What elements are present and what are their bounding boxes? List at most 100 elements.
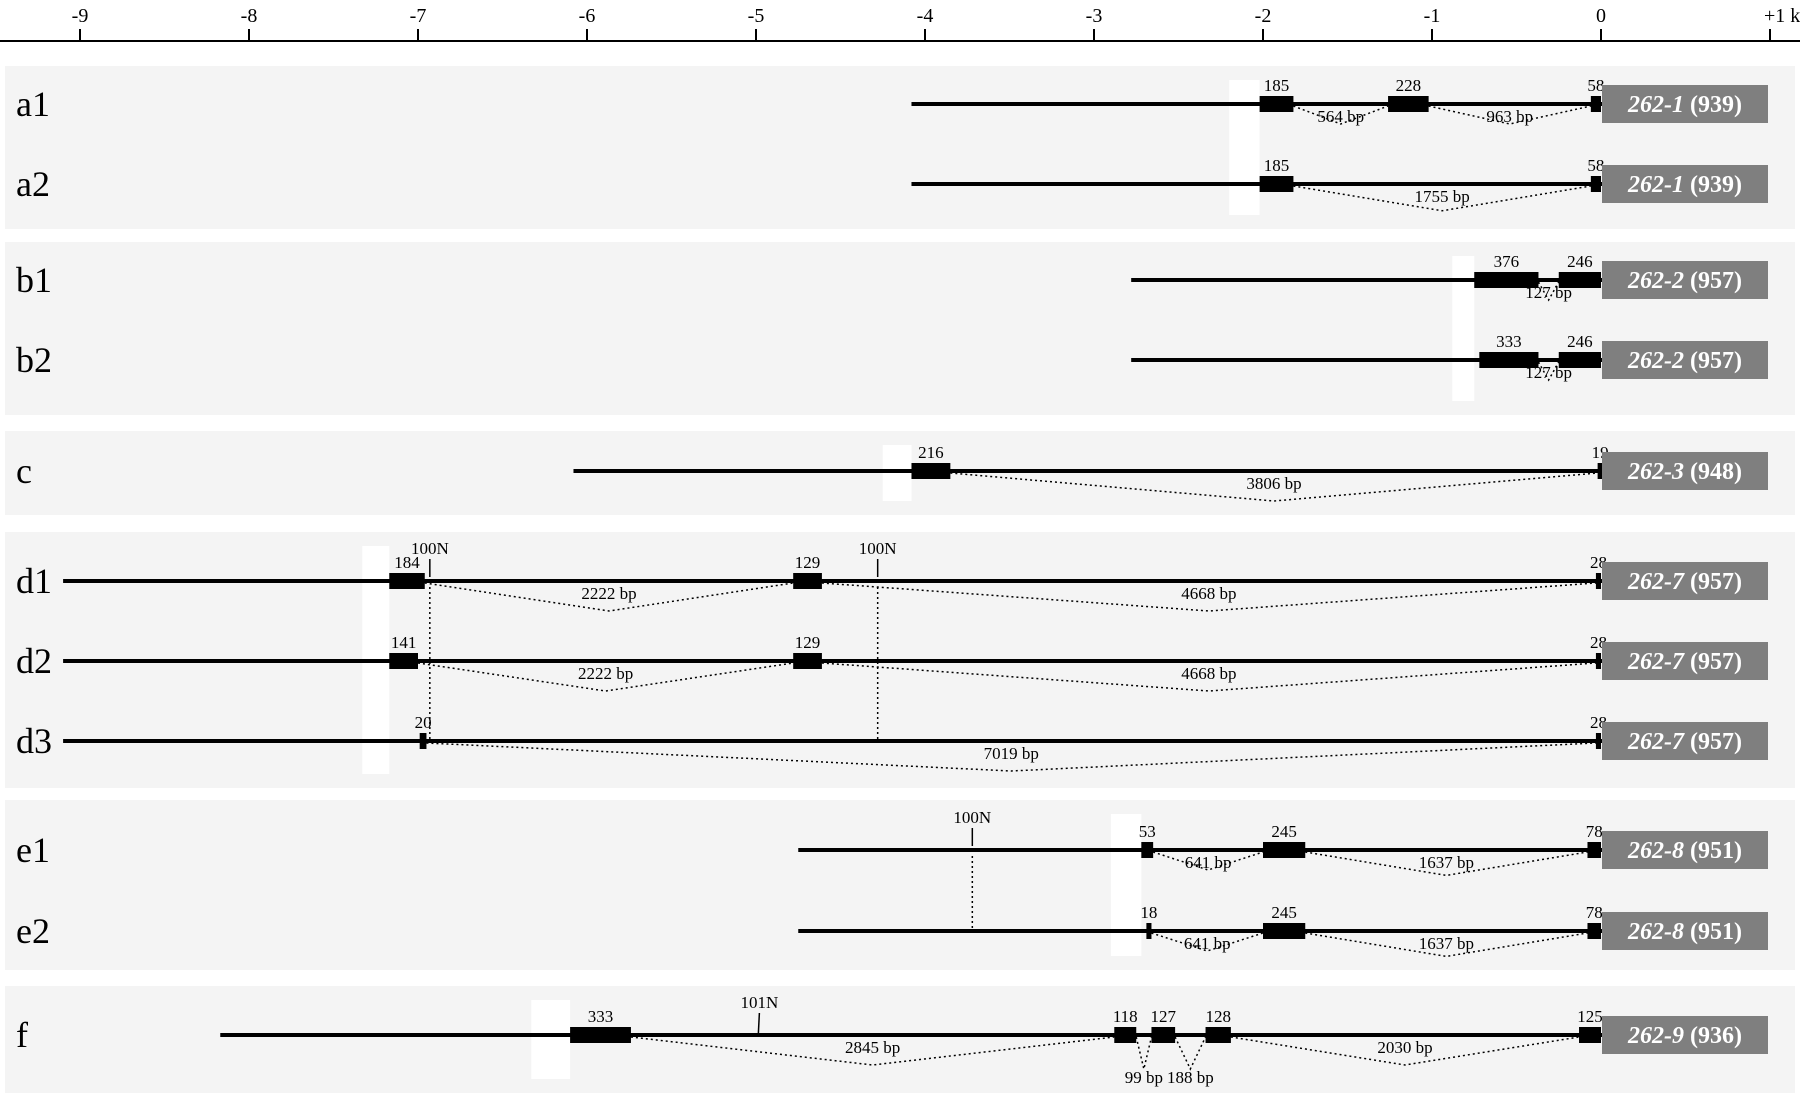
exon-block bbox=[1595, 573, 1601, 589]
exon-length-label: 141 bbox=[391, 633, 417, 652]
intron-length-label: 2222 bp bbox=[578, 664, 633, 683]
exon-length-label: 58 bbox=[1587, 156, 1604, 175]
gene-length: (957) bbox=[1684, 649, 1742, 675]
row-label: f bbox=[16, 1015, 28, 1055]
intron-connector bbox=[417, 662, 794, 692]
gene-name: 262-7 bbox=[1627, 569, 1685, 595]
intron-length-label: 188 bp bbox=[1167, 1068, 1214, 1087]
intron-length-label: 641 bp bbox=[1185, 853, 1232, 872]
row-e1: e1 641 bp 1637 bp 53 245 78 262-8 (951) bbox=[16, 822, 1768, 877]
highlight-band bbox=[1452, 256, 1475, 401]
gene-box bbox=[1602, 562, 1768, 600]
row-label: a2 bbox=[16, 164, 50, 204]
intron-length-label: 4668 bp bbox=[1181, 664, 1236, 683]
panel-background bbox=[5, 986, 1795, 1093]
intron-length-label: 1755 bp bbox=[1415, 187, 1470, 206]
gene-length: (951) bbox=[1684, 919, 1742, 945]
exon-block bbox=[1595, 653, 1601, 669]
intron-connector bbox=[630, 1036, 1115, 1066]
gap-marker-label: 101N bbox=[740, 993, 778, 1012]
intron-connector bbox=[424, 582, 794, 612]
row-label: e2 bbox=[16, 911, 50, 951]
exon-length-label: 78 bbox=[1586, 903, 1603, 922]
exon-block bbox=[1388, 96, 1429, 112]
intron-length-label: 2845 bp bbox=[845, 1038, 900, 1057]
gene-name: 262-8 bbox=[1627, 838, 1684, 864]
gene-label: 262-7 (957) bbox=[1627, 569, 1742, 595]
gene-label: 262-1 (939) bbox=[1627, 92, 1742, 118]
exon-length-label: 127 bbox=[1151, 1007, 1177, 1026]
axis-tick-label: -7 bbox=[410, 5, 427, 27]
panel-background bbox=[5, 800, 1795, 970]
exon-block bbox=[1590, 176, 1601, 192]
gene-name: 262-1 bbox=[1627, 92, 1684, 118]
gap-marker-label: 100N bbox=[411, 539, 449, 558]
exon-block bbox=[1259, 176, 1294, 192]
gene-length: (957) bbox=[1684, 268, 1742, 294]
gene-box bbox=[1602, 722, 1768, 760]
exon-block bbox=[793, 653, 822, 669]
exon-block bbox=[1263, 842, 1306, 858]
row-a2: a2 1755 bp 185 58 262-1 (939) bbox=[16, 156, 1768, 212]
gene-name: 262-3 bbox=[1627, 459, 1684, 485]
panels: a1 564 bp 963 bp 185 228 58 262-1 (939) a2 1755 … bbox=[5, 66, 1795, 1093]
exon-length-label: 246 bbox=[1567, 332, 1593, 351]
gene-box bbox=[1602, 831, 1768, 869]
highlight-band bbox=[1110, 814, 1142, 956]
gene-label: 262-2 (957) bbox=[1627, 268, 1742, 294]
exon-length-label: 129 bbox=[795, 633, 821, 652]
exon-length-label: 228 bbox=[1396, 76, 1422, 95]
row-label: c bbox=[16, 451, 32, 491]
intron-length-label: 1637 bp bbox=[1419, 853, 1474, 872]
exon-length-label: 58 bbox=[1587, 76, 1604, 95]
exon-block bbox=[793, 573, 822, 589]
intron-connector bbox=[1174, 1036, 1207, 1071]
gene-box bbox=[1602, 452, 1768, 490]
intron-connector bbox=[950, 472, 1598, 502]
intron-length-label: 564 bp bbox=[1317, 107, 1364, 126]
gap-marker-label: 100N bbox=[859, 539, 897, 558]
exon-block bbox=[1587, 842, 1601, 858]
exon-length-label: 18 bbox=[1140, 903, 1157, 922]
gene-name: 262-7 bbox=[1627, 649, 1685, 675]
exon-block bbox=[419, 733, 427, 749]
gene-box bbox=[1602, 1016, 1768, 1054]
axis-tick-label: -5 bbox=[748, 5, 765, 27]
exon-block bbox=[1590, 96, 1601, 112]
gene-box bbox=[1602, 642, 1768, 680]
intron-connector bbox=[426, 742, 1596, 772]
gene-name: 262-7 bbox=[1627, 729, 1685, 755]
exon-length-label: 53 bbox=[1139, 822, 1156, 841]
exon-length-label: 118 bbox=[1113, 1007, 1138, 1026]
exon-block bbox=[389, 573, 425, 589]
exon-length-label: 78 bbox=[1586, 822, 1603, 841]
panel-e: 100N e1 641 bp 1637 bp 53 245 78 262-8 (951) e2 6… bbox=[5, 800, 1795, 970]
gene-length: (957) bbox=[1684, 569, 1742, 595]
intron-connector bbox=[1152, 851, 1264, 871]
intron-connector bbox=[821, 582, 1596, 612]
exon-length-label: 333 bbox=[1496, 332, 1522, 351]
exon-block bbox=[1558, 352, 1601, 368]
exon-block bbox=[1259, 96, 1294, 112]
exon-length-label: 184 bbox=[394, 553, 420, 572]
exon-block bbox=[1205, 1027, 1231, 1043]
exon-block bbox=[1587, 923, 1601, 939]
axis-tick-label: -6 bbox=[579, 5, 596, 27]
axis-tick-label: -9 bbox=[72, 5, 89, 27]
exon-length-label: 376 bbox=[1494, 252, 1520, 271]
intron-length-label: 641 bp bbox=[1184, 934, 1231, 953]
gene-name: 262-2 bbox=[1627, 268, 1684, 294]
gene-length: (939) bbox=[1684, 172, 1742, 198]
gene-length: (939) bbox=[1684, 92, 1742, 118]
axis-tick-label: 0 bbox=[1596, 5, 1606, 27]
exon-length-label: 129 bbox=[795, 553, 821, 572]
exon-length-label: 246 bbox=[1567, 252, 1593, 271]
